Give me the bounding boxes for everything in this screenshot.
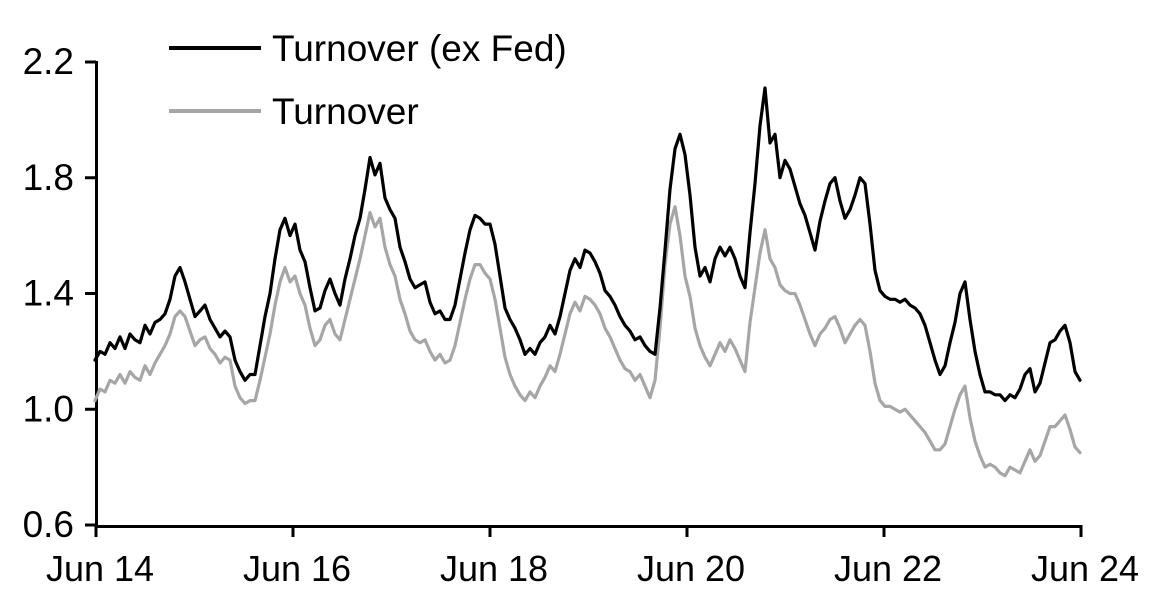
y-tick-label: 1.0 <box>23 388 74 429</box>
legend-item-turnover-ex-fed: Turnover (ex Fed) <box>169 28 567 68</box>
x-tick-label: Jun 24 <box>1031 548 1139 589</box>
x-tick-label: Jun 18 <box>440 548 548 589</box>
x-tick-label: Jun 22 <box>834 548 942 589</box>
y-tick-label: 2.2 <box>23 41 74 82</box>
x-tick-label: Jun 14 <box>46 548 154 589</box>
x-tick-label: Jun 20 <box>637 548 745 589</box>
y-tick-label: 1.4 <box>23 273 74 314</box>
series-line-turnover-ex-fed <box>93 86 1082 403</box>
y-tick-label: 0.6 <box>23 504 74 545</box>
legend-label-turnover-ex-fed: Turnover (ex Fed) <box>272 27 567 69</box>
legend-line-swatch-black <box>169 46 261 50</box>
series-line-turnover <box>93 205 1082 478</box>
legend-line-swatch-gray <box>169 109 261 113</box>
x-tick-label: Jun 16 <box>243 548 351 589</box>
legend-item-turnover: Turnover <box>169 91 567 131</box>
y-tick-label: 1.8 <box>23 157 74 198</box>
legend-label-turnover: Turnover <box>272 90 419 132</box>
legend: Turnover (ex Fed) Turnover <box>169 28 567 131</box>
